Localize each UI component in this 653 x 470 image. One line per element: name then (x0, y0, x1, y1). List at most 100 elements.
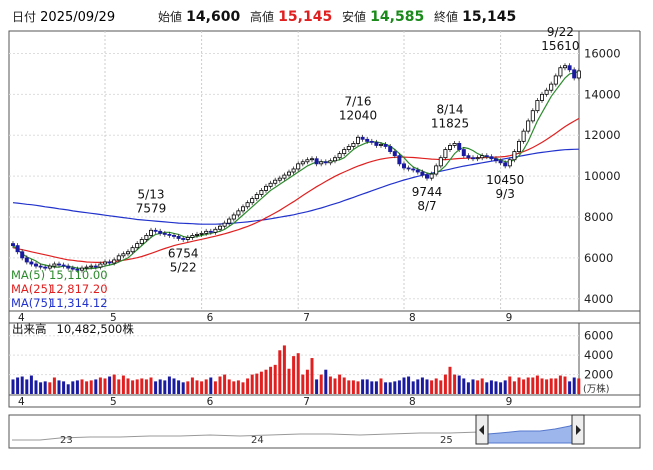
volume-bar (374, 381, 378, 394)
candle-body (107, 261, 112, 264)
overview-year-23: 23 (60, 435, 73, 446)
price-tick-label: 16000 (584, 46, 621, 60)
volume-bar (499, 382, 503, 394)
volume-bar (241, 382, 245, 394)
annotation-date: 8/7 (417, 199, 436, 213)
month-label: 8 (409, 312, 416, 324)
volume-bar (163, 380, 167, 394)
volume-bar (568, 381, 572, 394)
volume-tick-label: 2000 (584, 368, 613, 382)
volume-bar (282, 345, 286, 394)
candle-body (38, 265, 43, 268)
annotation-value: 6754 (168, 246, 199, 260)
volume-bar (324, 369, 328, 394)
volume-bar (287, 368, 291, 394)
volume-bar (572, 377, 576, 394)
candle-body (208, 230, 213, 233)
candle-body (558, 67, 563, 77)
candle-body (24, 257, 29, 263)
annotation-date: 9/3 (496, 187, 515, 201)
volume-bar (259, 371, 263, 394)
candle-body (181, 238, 186, 240)
volume-bar (466, 382, 470, 394)
candle-body (217, 225, 222, 230)
volume-bar (356, 381, 360, 394)
candle-body (415, 169, 420, 173)
navigator-right-handle[interactable] (571, 414, 585, 445)
candle-body (457, 142, 462, 150)
volume-bar (319, 374, 323, 394)
volume-bar (200, 381, 204, 394)
volume-bar (512, 381, 516, 394)
volume-bar (393, 381, 397, 394)
candle-body (314, 158, 319, 165)
annotation-value: 11825 (431, 116, 469, 130)
volume-bar (526, 377, 530, 394)
ma5-line (12, 71, 579, 270)
volume-bar (269, 366, 273, 394)
candle-body (263, 185, 268, 191)
high-label: 高値 (250, 10, 275, 24)
volume-bar (342, 377, 346, 394)
candle-body (130, 247, 135, 253)
ma-legend-value: 12,817.20 (49, 282, 108, 296)
volume-bar (75, 380, 79, 394)
candle-body (498, 160, 503, 164)
candle-body (572, 69, 577, 79)
candle-body (466, 155, 471, 159)
volume-bar (89, 380, 93, 394)
candle-body (397, 155, 402, 165)
candle-body (438, 157, 443, 167)
month-label: 4 (18, 312, 25, 324)
volume-bar (121, 375, 125, 394)
candle-body (43, 266, 48, 269)
annotation-date: 5/13 (138, 187, 165, 201)
candle-body (342, 149, 347, 155)
volume-bar (16, 377, 20, 394)
volume-bar (57, 380, 61, 394)
candle-body (360, 136, 365, 140)
candle-body (392, 151, 397, 157)
candle-body (20, 251, 25, 259)
annotation-date: 5/22 (170, 260, 197, 274)
volume-bar (140, 378, 144, 394)
low-label: 安値 (342, 10, 367, 24)
ma-legend-name: MA(25) (11, 282, 53, 296)
candle-body (443, 149, 448, 159)
candle-body (323, 161, 328, 164)
ma-legend-value: 15,110.00 (49, 268, 108, 282)
volume-bar (411, 381, 415, 394)
volume-bar (62, 381, 66, 394)
volume-bar (554, 378, 558, 394)
navigator-left-handle[interactable] (475, 414, 489, 445)
candle-body (47, 265, 52, 269)
candle-body (75, 268, 80, 271)
candle-body (526, 120, 531, 132)
candle-body (337, 153, 342, 159)
candle-body (245, 202, 250, 208)
volume-bar (103, 378, 107, 394)
candle-body (296, 163, 301, 170)
ma-legend: MA(5) 15,110.00 MA(25)12,817.20 MA(75)11,31… (11, 268, 108, 310)
ma-legend-item: MA(5) 15,110.00 (11, 268, 108, 282)
volume-bar (420, 377, 424, 394)
chevron-right-icon (576, 425, 581, 435)
candle-body (406, 167, 411, 170)
volume-bar (397, 380, 401, 394)
volume-bar (218, 376, 222, 394)
volume-bar (195, 380, 199, 394)
open-value: 14,600 (186, 9, 241, 25)
month-label: 6 (207, 312, 214, 324)
volume-bar (430, 380, 434, 394)
volume-bar (213, 381, 217, 394)
month-axis-labels: 4 5 6 7 8 9 (18, 312, 512, 324)
candle-body (503, 162, 508, 167)
candle-body (185, 237, 190, 240)
volume-bar (558, 375, 562, 394)
close-readout: 終値 15,145 (434, 8, 516, 25)
open-label: 始値 (158, 10, 183, 24)
candle-body (319, 161, 324, 165)
volume-bar (563, 376, 567, 394)
